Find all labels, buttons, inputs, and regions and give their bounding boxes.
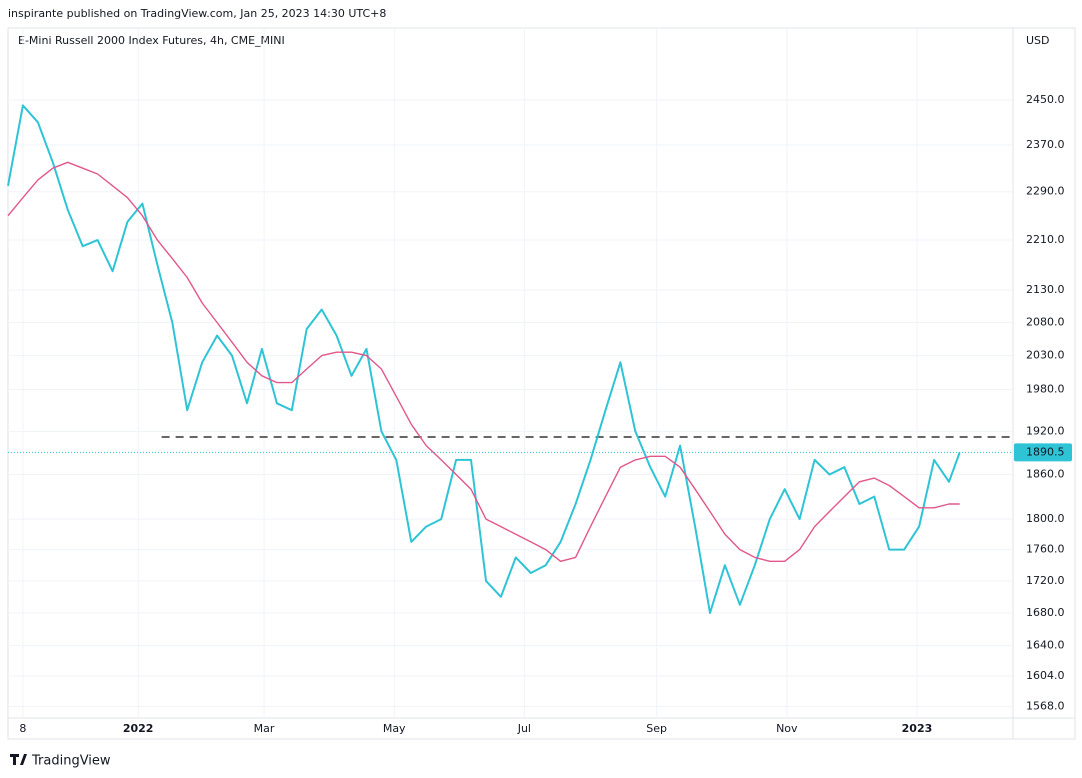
x-tick-label: 2023 — [902, 722, 933, 735]
x-tick-label: Nov — [776, 722, 798, 735]
x-tick-label: 2022 — [123, 722, 154, 735]
last-price-box — [1014, 443, 1072, 462]
x-tick-label: Mar — [254, 722, 275, 735]
y-tick-label: 1568.0 — [1026, 700, 1065, 713]
y-tick-label: 1980.0 — [1026, 382, 1065, 395]
x-tick-label: 8 — [19, 722, 26, 735]
last-price-label: 1890.5 — [1026, 445, 1065, 458]
currency-label: USD — [1026, 34, 1050, 47]
frame — [7, 27, 1076, 740]
x-tick-label: Sep — [646, 722, 667, 735]
y-tick-label: 1920.0 — [1026, 424, 1065, 437]
y-tick-label: 2210.0 — [1026, 233, 1065, 246]
y-tick-label: 1680.0 — [1026, 606, 1065, 619]
y-tick-label: 2030.0 — [1026, 349, 1065, 362]
moving-average-line — [7, 161, 960, 562]
chart-title: E-Mini Russell 2000 Index Futures, 4h, C… — [18, 34, 285, 47]
y-tick-label: 1800.0 — [1026, 512, 1065, 525]
y-tick-label: 2080.0 — [1026, 315, 1065, 328]
x-tick-label: May — [383, 722, 406, 735]
y-tick-label: 2130.0 — [1026, 283, 1065, 296]
publish-header: inspirante published on TradingView.com,… — [8, 7, 386, 20]
y-tick-label: 1604.0 — [1026, 669, 1065, 682]
y-tick-label: 2370.0 — [1026, 138, 1065, 151]
brand: TradingView — [31, 754, 111, 769]
y-tick-label: 1760.0 — [1026, 543, 1065, 556]
tradingview-logo — [10, 754, 27, 765]
y-tick-label: 1640.0 — [1026, 639, 1065, 652]
y-tick-label: 1860.0 — [1026, 467, 1065, 480]
price-line — [7, 104, 961, 614]
y-tick-label: 1720.0 — [1026, 574, 1065, 587]
y-tick-label: 2290.0 — [1026, 185, 1065, 198]
x-tick-label: Jul — [517, 722, 531, 735]
y-tick-label: 2450.0 — [1026, 93, 1065, 106]
